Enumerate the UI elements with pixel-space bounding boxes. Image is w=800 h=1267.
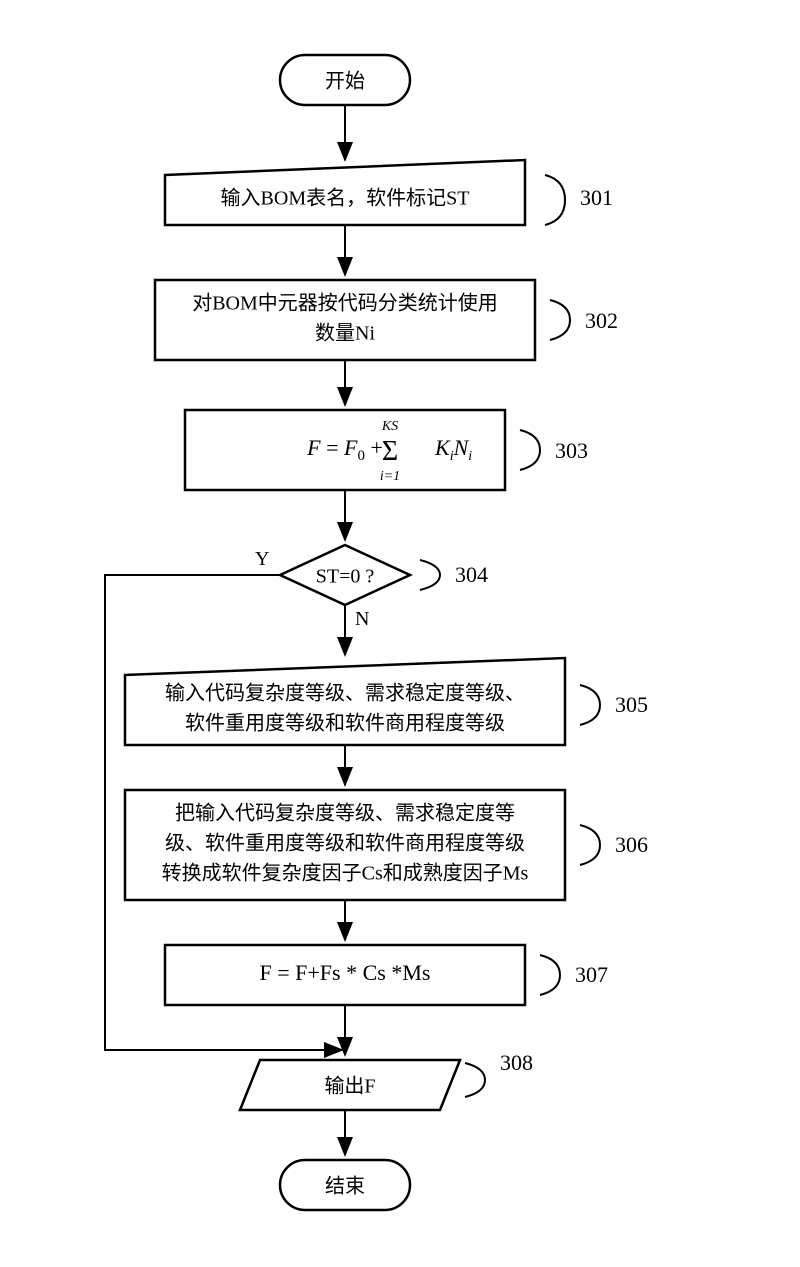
ref-307: 307: [575, 962, 608, 987]
ref-301: 301: [580, 185, 613, 210]
ref-bracket-307: [540, 955, 560, 995]
n306-line1: 把输入代码复杂度等级、需求稳定度等: [175, 802, 515, 825]
ref-306: 306: [615, 832, 648, 857]
node-304: ST=0 ?: [280, 545, 410, 605]
n303-sigma: Σ: [382, 436, 398, 467]
node-303: F = F0 + KS Σ i=1 KiNi: [185, 410, 505, 490]
node-end: 结束: [280, 1160, 410, 1210]
ref-bracket-301: [545, 175, 565, 225]
ref-304: 304: [455, 562, 488, 587]
n308-label: 输出F: [324, 1075, 375, 1098]
start-label: 开始: [325, 70, 365, 93]
node-308: 输出F: [240, 1060, 460, 1110]
ref-308: 308: [500, 1050, 533, 1075]
node-301: 输入BOM表名，软件标记ST: [165, 160, 525, 225]
node-305: 输入代码复杂度等级、需求稳定度等级、 软件重用度等级和软件商用程度等级: [125, 658, 565, 745]
node-307: F = F+Fs * Cs *Ms: [165, 945, 525, 1005]
n306-line2: 级、软件重用度等级和软件商用程度等级: [165, 832, 525, 855]
flowchart-svg: 开始 输入BOM表名，软件标记ST 301 对BOM中元器按代码分类统计使用 数…: [0, 0, 800, 1267]
n304-label: ST=0 ?: [316, 566, 375, 588]
node-306: 把输入代码复杂度等级、需求稳定度等 级、软件重用度等级和软件商用程度等级 转换成…: [125, 790, 565, 900]
n303-formula: F = F0 +: [306, 435, 383, 464]
node-302: 对BOM中元器按代码分类统计使用 数量Ni: [155, 280, 535, 360]
n307-formula: F = F+Fs * Cs *Ms: [260, 960, 431, 985]
n301-label: 输入BOM表名，软件标记ST: [221, 187, 470, 210]
n304-yes: Y: [255, 548, 269, 570]
ref-bracket-303: [520, 430, 540, 470]
n304-no: N: [355, 608, 369, 630]
ref-bracket-302: [550, 300, 570, 340]
n306-line3: 转换成软件复杂度因子Cs和成熟度因子Ms: [162, 862, 529, 885]
ref-bracket-306: [580, 825, 600, 865]
n303-sumtop: KS: [381, 419, 398, 434]
n305-line1: 输入代码复杂度等级、需求稳定度等级、: [165, 682, 525, 705]
n303-kini: KiNi: [434, 435, 472, 464]
node-start: 开始: [280, 55, 410, 105]
ref-bracket-308: [465, 1063, 485, 1097]
n305-line2: 软件重用度等级和软件商用程度等级: [185, 712, 505, 735]
ref-bracket-305: [580, 685, 600, 725]
ref-302: 302: [585, 308, 618, 333]
n302-line2: 数量Ni: [315, 322, 375, 345]
n303-sumbot: i=1: [380, 469, 400, 484]
n302-line1: 对BOM中元器按代码分类统计使用: [192, 292, 498, 315]
ref-305: 305: [615, 692, 648, 717]
ref-bracket-304: [420, 560, 440, 590]
ref-303: 303: [555, 438, 588, 463]
end-label: 结束: [325, 1175, 365, 1198]
